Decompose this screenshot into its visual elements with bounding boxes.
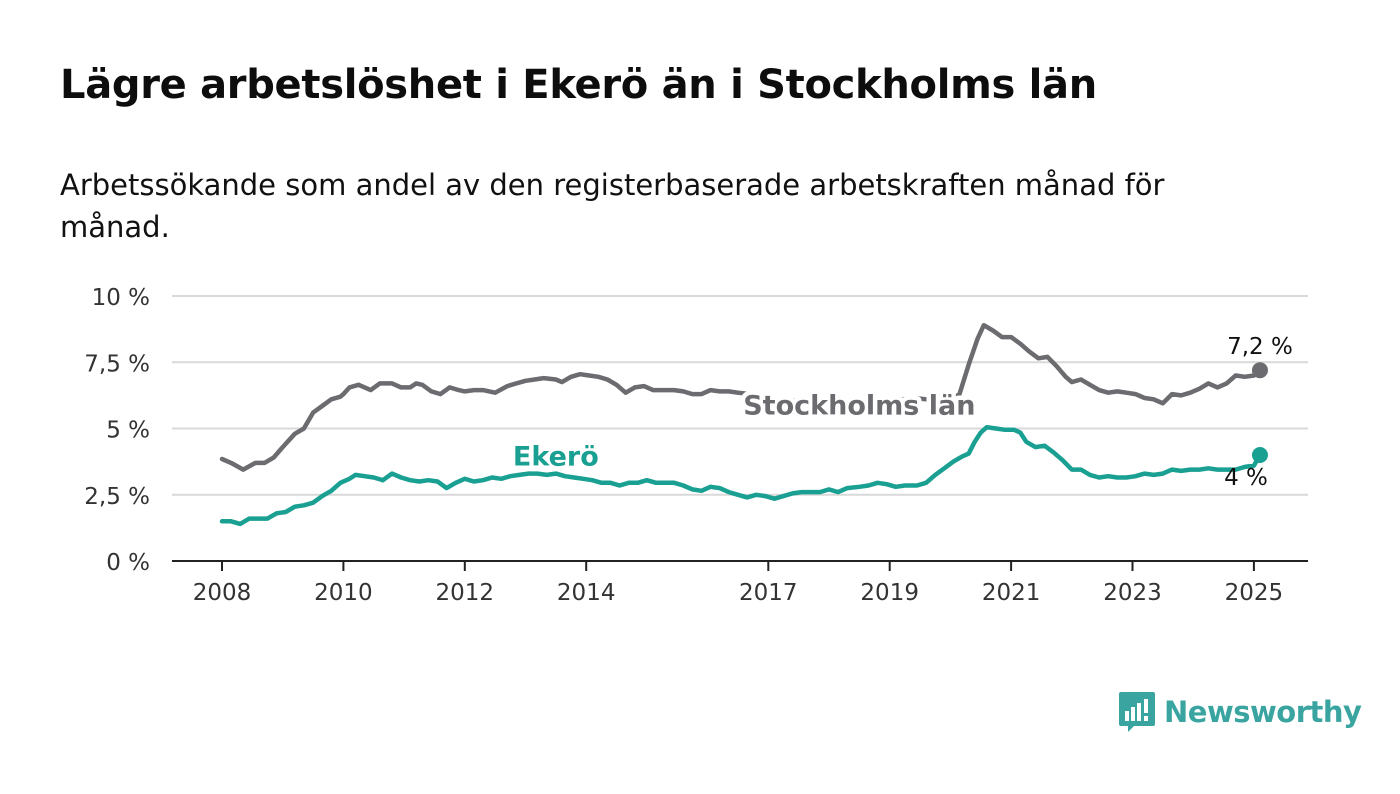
series-end-point <box>1251 447 1268 463</box>
x-tick-label: 2023 <box>1103 580 1162 606</box>
series-label-ekero: Ekerö <box>513 442 599 473</box>
series-end-point <box>1251 362 1268 379</box>
x-tick-label: 2012 <box>436 580 495 606</box>
series-line-stockholms-lan <box>219 322 1263 472</box>
y-tick-label: 5 % <box>106 418 150 444</box>
x-tick-label: 2019 <box>860 580 919 606</box>
y-tick-label: 7,5 % <box>84 351 150 377</box>
x-tick-label: 2017 <box>739 580 798 606</box>
end-value-label: 4 % <box>1224 465 1268 491</box>
end-value-label: 7,2 % <box>1227 334 1293 360</box>
x-tick-label: 2008 <box>193 580 252 606</box>
x-axis: 2008 2010 2012 2014 2017 2019 2021 2023 2025 <box>172 560 1308 606</box>
y-tick-label: 0 % <box>106 550 150 576</box>
y-axis-tick-labels: 0 % 2,5 % 5 % 7,5 % 10 % <box>84 285 150 576</box>
x-tick-label: 2021 <box>982 580 1041 606</box>
chart-title: Lägre arbetslöshet i Ekerö än i Stockhol… <box>60 62 1097 108</box>
brand-name: Newsworthy <box>1164 695 1362 729</box>
newsworthy-chart-bubble-icon <box>1119 692 1155 732</box>
x-tick-label: 2010 <box>314 580 373 606</box>
series-lines <box>219 322 1268 527</box>
x-tick-label: 2025 <box>1225 580 1284 606</box>
series-line-ekero <box>219 424 1263 527</box>
series-label-stockholms-lan: Stockholms län <box>743 391 975 422</box>
brand-logo: Newsworthy <box>1118 690 1362 734</box>
y-tick-label: 2,5 % <box>84 484 150 510</box>
chart-subtitle: Arbetssökande som andel av den registerb… <box>60 168 1165 244</box>
y-tick-label: 10 % <box>92 285 150 311</box>
series-labels: 7,2 % 4 % Stockholms län Ekerö <box>508 334 1293 491</box>
x-tick-label: 2014 <box>557 580 616 606</box>
line-chart: 0 % 2,5 % 5 % 7,5 % 10 % 2008 2010 2012 2014 201… <box>84 285 1308 606</box>
